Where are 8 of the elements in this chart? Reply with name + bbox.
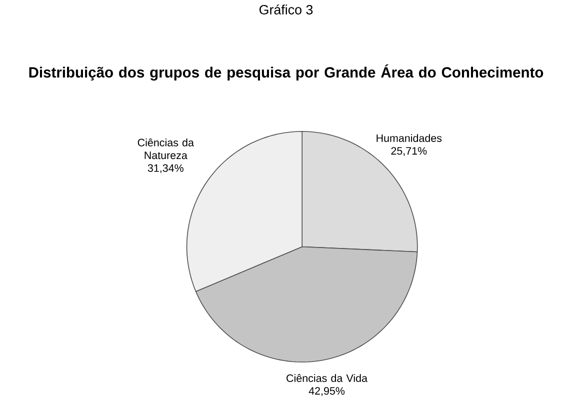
chart-subtitle: Distribuição dos grupos de pesquisa por Grande Área do Conhecimento: [29, 64, 544, 80]
chart-title: Gráfico 3: [259, 4, 313, 14]
data-label: 25,71%: [391, 146, 427, 156]
data-label: 42,95%: [308, 386, 345, 396]
data-label: 31,34%: [148, 164, 184, 173]
slice-label: Ciências da Vida: [286, 374, 368, 382]
slice-label: Ciências da Natureza: [138, 138, 194, 159]
slice-label: Humanidades: [376, 134, 442, 142]
